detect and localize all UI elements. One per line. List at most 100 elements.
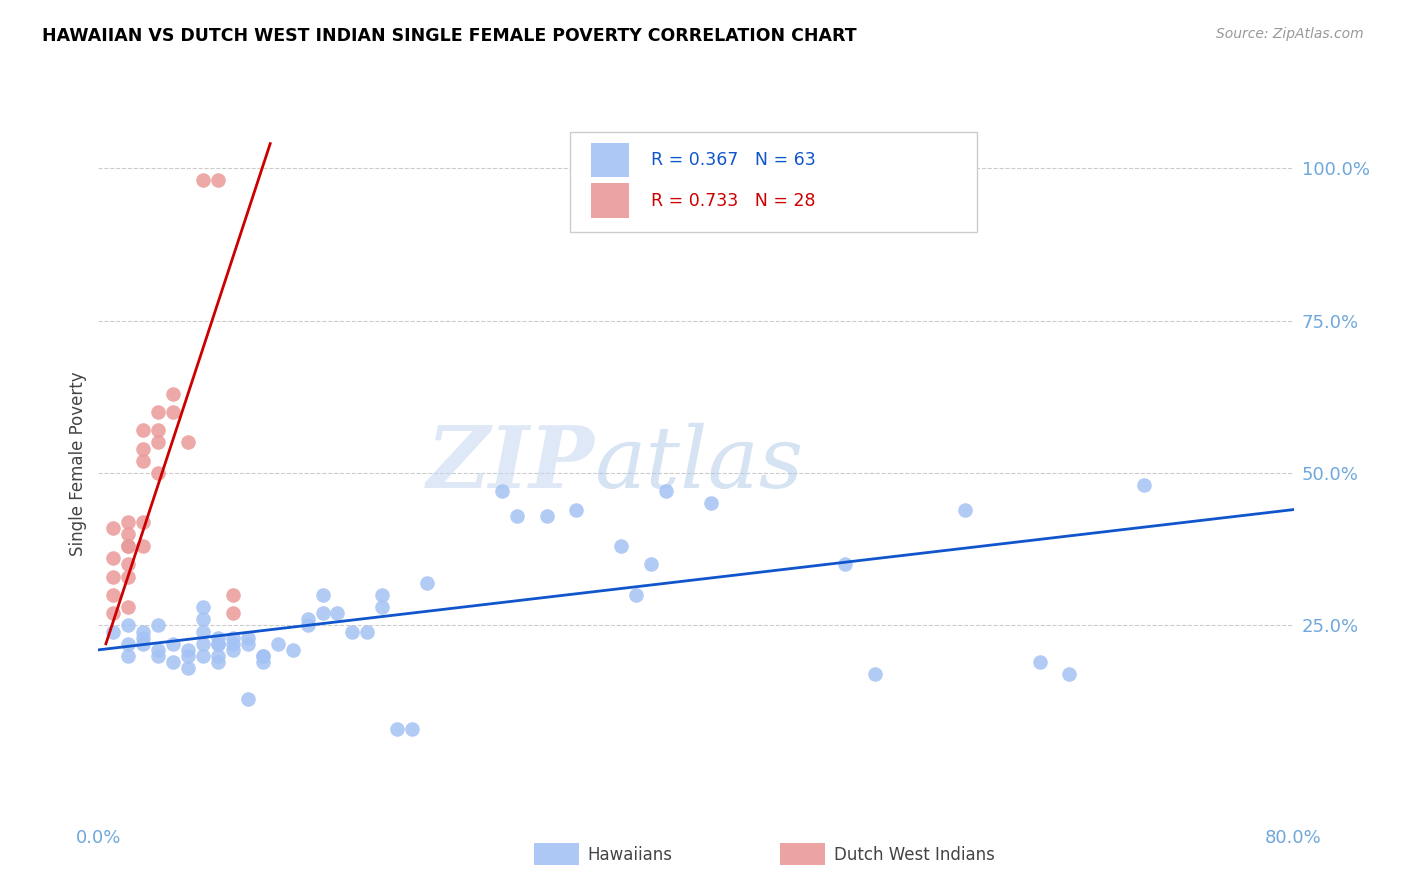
Point [236, 691, 259, 706]
Point [1028, 655, 1050, 669]
Point [191, 173, 214, 187]
Point [281, 643, 304, 657]
Point [207, 637, 229, 651]
Text: HAWAIIAN VS DUTCH WEST INDIAN SINGLE FEMALE POVERTY CORRELATION CHART: HAWAIIAN VS DUTCH WEST INDIAN SINGLE FEM… [42, 27, 856, 45]
Point [177, 661, 200, 675]
Point [222, 607, 245, 621]
Point [132, 442, 155, 456]
FancyBboxPatch shape [591, 184, 628, 218]
Point [117, 637, 139, 651]
Point [236, 631, 259, 645]
Point [385, 722, 409, 736]
Point [103, 607, 125, 621]
Point [162, 405, 184, 419]
Point [267, 637, 290, 651]
Point [148, 618, 170, 632]
Point [117, 539, 139, 553]
Point [565, 502, 588, 516]
Point [132, 624, 155, 639]
Point [191, 648, 214, 663]
Point [297, 618, 319, 632]
Point [700, 496, 723, 510]
Point [177, 648, 200, 663]
Point [610, 539, 633, 553]
Point [207, 173, 229, 187]
Point [117, 515, 139, 529]
Point [117, 600, 139, 615]
Point [655, 484, 678, 499]
Point [177, 643, 200, 657]
Point [191, 612, 214, 626]
Point [132, 539, 155, 553]
Point [132, 515, 155, 529]
Point [117, 539, 139, 553]
Point [342, 624, 364, 639]
Text: ZIP: ZIP [426, 422, 595, 506]
Text: R = 0.733   N = 28: R = 0.733 N = 28 [651, 192, 815, 210]
Point [311, 588, 333, 602]
Point [401, 722, 423, 736]
Point [132, 637, 155, 651]
Point [103, 569, 125, 583]
Point [132, 631, 155, 645]
Point [207, 648, 229, 663]
Text: R = 0.367   N = 63: R = 0.367 N = 63 [651, 151, 815, 169]
Point [222, 643, 245, 657]
Point [103, 521, 125, 535]
Point [297, 612, 319, 626]
Point [222, 637, 245, 651]
Point [326, 607, 349, 621]
Point [148, 435, 170, 450]
Point [162, 655, 184, 669]
Point [148, 466, 170, 480]
FancyBboxPatch shape [591, 143, 628, 177]
Point [506, 508, 529, 523]
Text: Dutch West Indians: Dutch West Indians [834, 846, 994, 863]
Point [207, 655, 229, 669]
Point [207, 631, 229, 645]
Point [536, 508, 558, 523]
Point [953, 502, 976, 516]
Point [311, 607, 333, 621]
Point [132, 454, 155, 468]
Point [222, 631, 245, 645]
FancyBboxPatch shape [571, 132, 977, 232]
Point [491, 484, 513, 499]
Point [117, 558, 139, 572]
Point [148, 643, 170, 657]
Point [148, 423, 170, 437]
Point [191, 624, 214, 639]
Point [162, 637, 184, 651]
Point [252, 655, 274, 669]
Point [117, 618, 139, 632]
Point [191, 600, 214, 615]
Point [222, 588, 245, 602]
Text: atlas: atlas [595, 423, 803, 505]
Point [148, 648, 170, 663]
Point [117, 569, 139, 583]
Text: Source: ZipAtlas.com: Source: ZipAtlas.com [1216, 27, 1364, 41]
Point [132, 423, 155, 437]
Text: Hawaiians: Hawaiians [588, 846, 672, 863]
Point [416, 575, 439, 590]
Y-axis label: Single Female Poverty: Single Female Poverty [69, 372, 87, 556]
Point [148, 405, 170, 419]
Point [207, 637, 229, 651]
Point [177, 435, 200, 450]
Point [117, 648, 139, 663]
Point [640, 558, 662, 572]
Point [117, 527, 139, 541]
Point [834, 558, 856, 572]
Point [1133, 478, 1156, 492]
Point [103, 551, 125, 566]
Point [865, 667, 887, 681]
Point [162, 386, 184, 401]
Point [624, 588, 647, 602]
Point [356, 624, 378, 639]
Point [252, 648, 274, 663]
Point [371, 588, 394, 602]
Point [1059, 667, 1081, 681]
Point [191, 637, 214, 651]
Point [371, 600, 394, 615]
Point [103, 624, 125, 639]
